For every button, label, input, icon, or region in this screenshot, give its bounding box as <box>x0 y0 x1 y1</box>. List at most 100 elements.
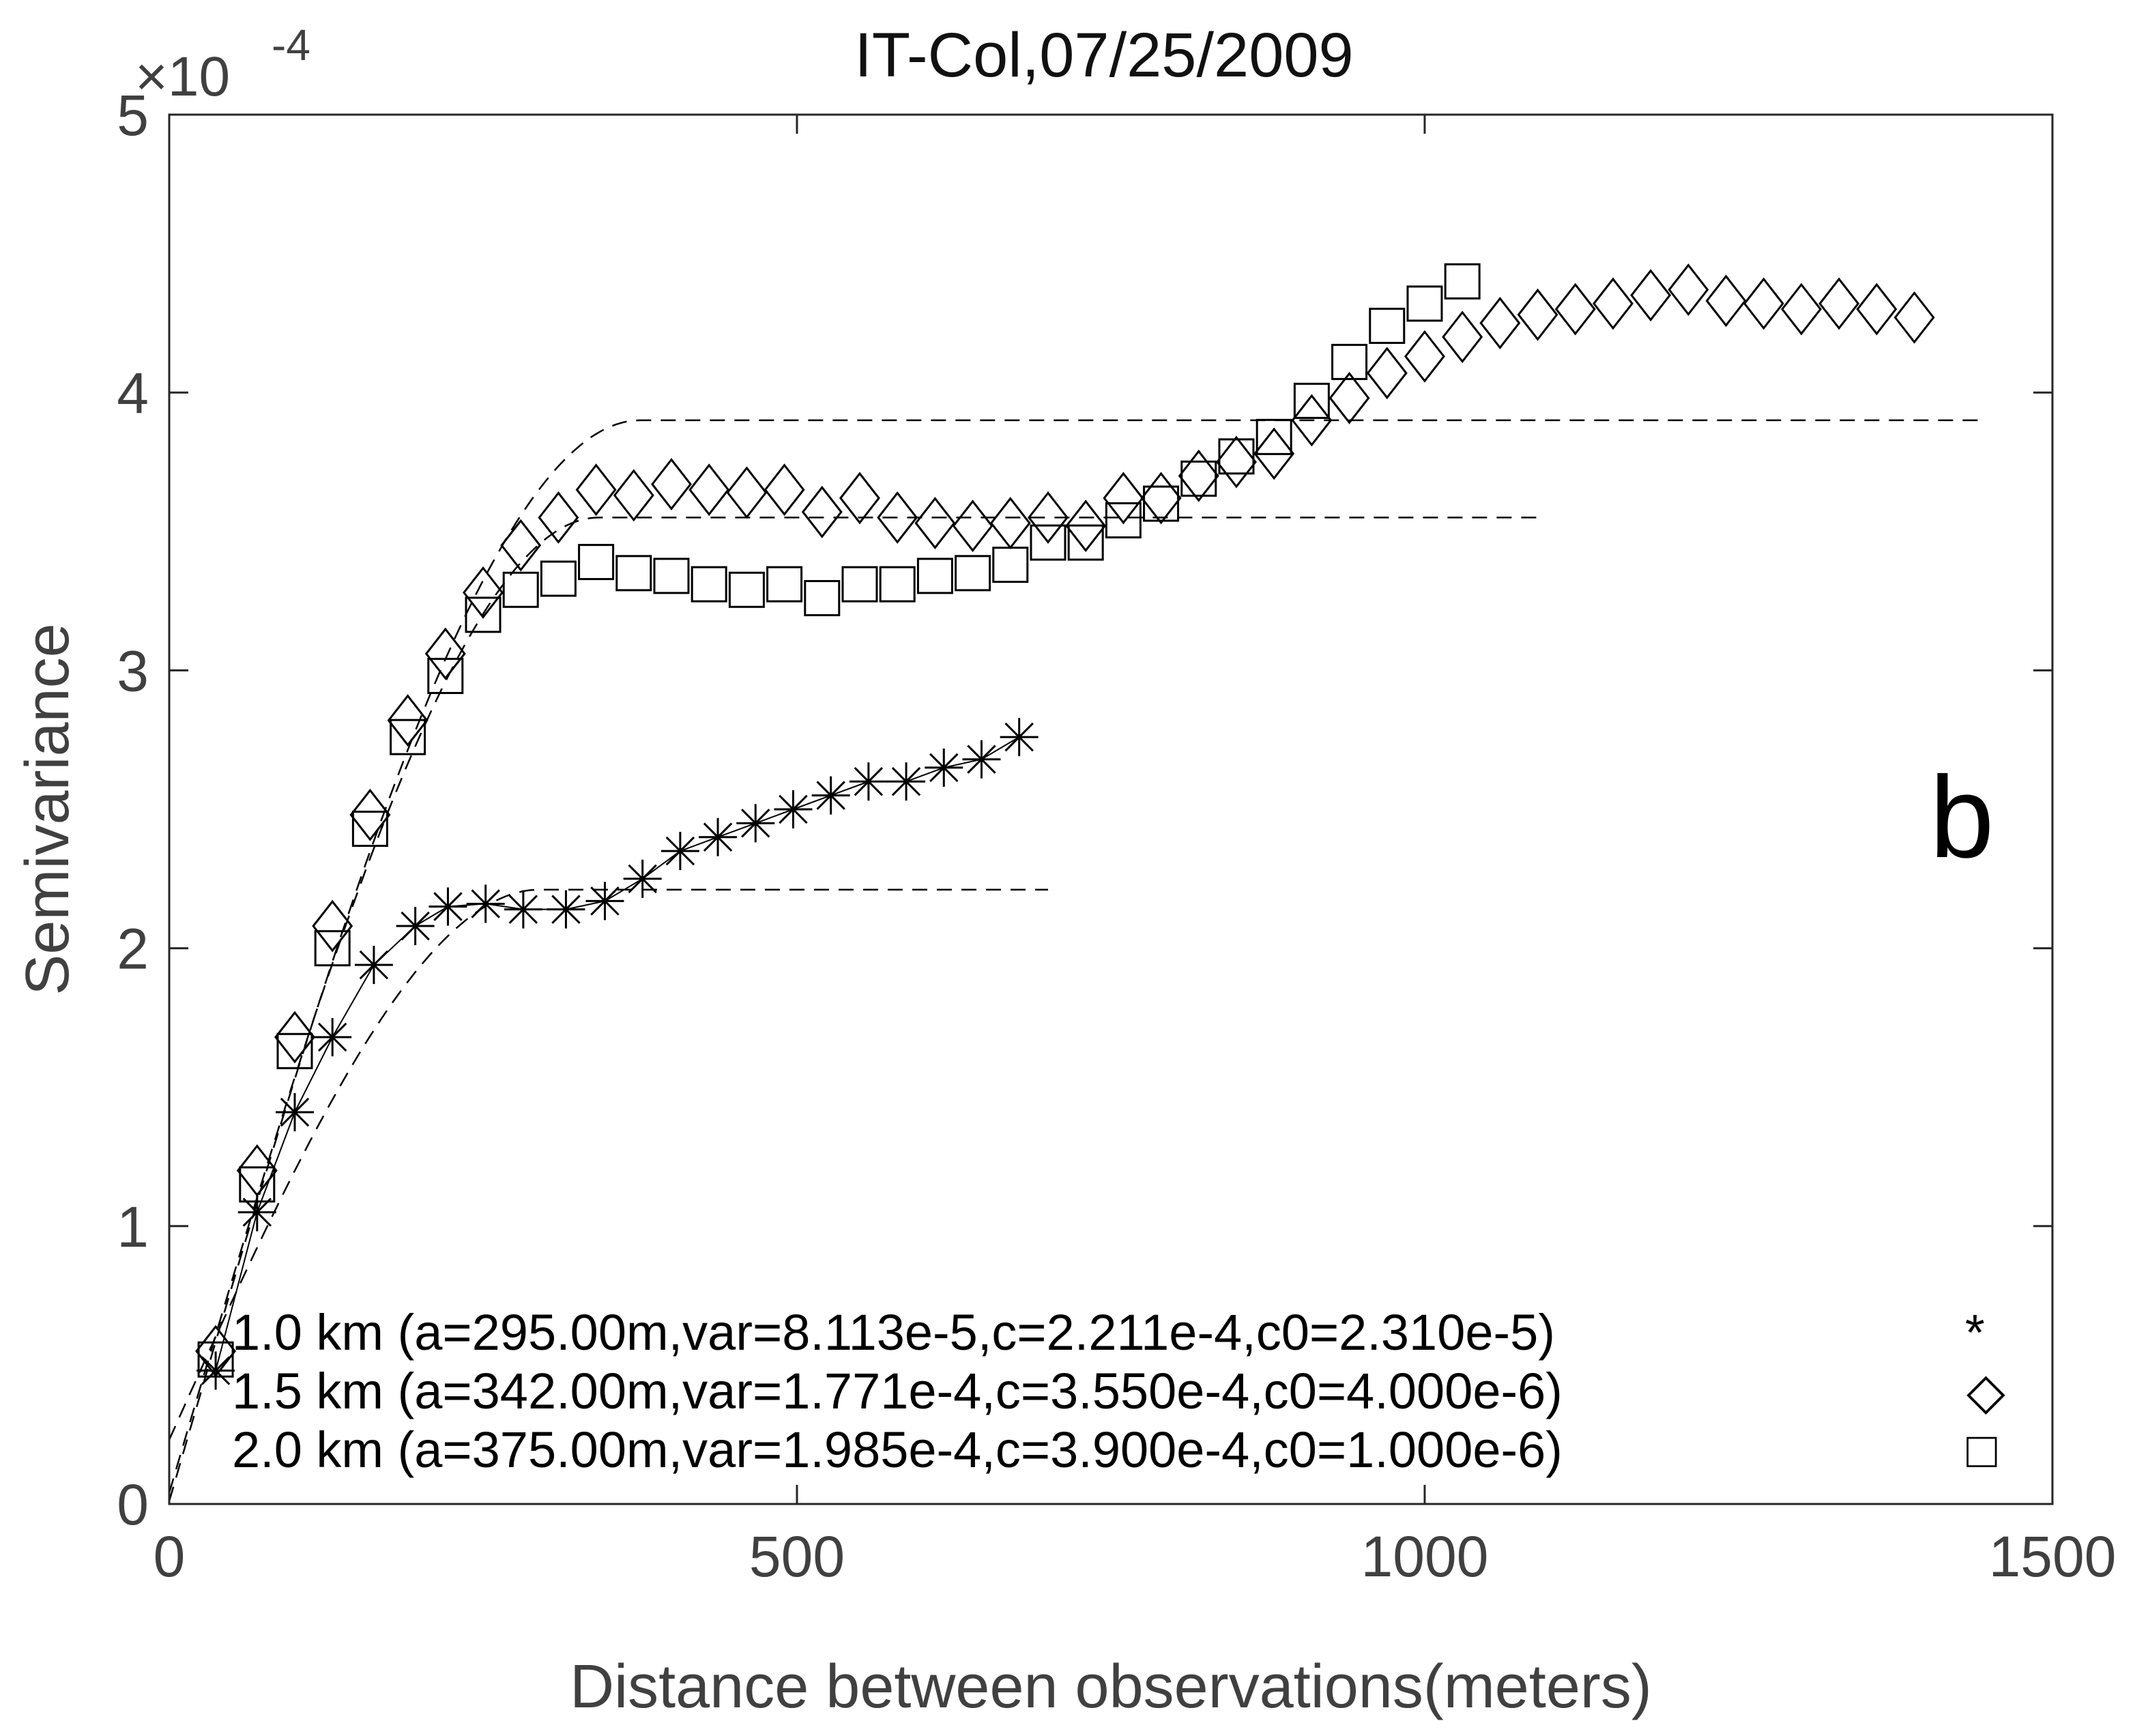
axis-tick-labels: 0 500 1000 1500 0 1 2 3 4 5 <box>117 83 2116 1589</box>
asterisk-stroke <box>508 895 538 924</box>
y-tick-label: 0 <box>117 1473 149 1537</box>
x-tick-label: 0 <box>154 1524 186 1589</box>
y-scale-multiplier: ×10 -4 <box>135 20 310 108</box>
data-point-diamond <box>1291 394 1333 447</box>
data-point-diamond <box>1103 472 1144 525</box>
axis-ticks <box>168 113 2054 1505</box>
asterisk-stroke <box>816 781 845 810</box>
data-point-asterisk <box>962 740 1001 779</box>
y-scale-prefix: ×10 <box>135 46 230 108</box>
asterisk-stroke <box>854 767 884 796</box>
asterisk-stroke <box>891 767 921 796</box>
model-curves <box>168 419 1988 1502</box>
data-point-square <box>239 1166 276 1203</box>
data-point-asterisk <box>197 1351 235 1390</box>
data-point-asterisk <box>276 1093 314 1131</box>
data-point-asterisk <box>466 884 505 923</box>
data-point-square <box>804 580 841 617</box>
asterisk-stroke <box>929 753 959 783</box>
data-point-diamond <box>613 469 654 522</box>
data-point-diamond <box>1554 283 1596 336</box>
x-tick-label: 1500 <box>1989 1524 2117 1589</box>
data-point-diamond <box>914 497 956 550</box>
data-point-diamond <box>1328 371 1370 424</box>
data-point-diamond <box>463 566 504 619</box>
asterisk-stroke <box>551 895 581 924</box>
legend-entry-1km: 1.0 km (a=295.00m,var=8.113e-5,c=2.211e-… <box>232 1304 1555 1361</box>
data-point-diamond <box>1366 347 1408 400</box>
y-scale-exponent: -4 <box>272 20 310 70</box>
data-point-diamond <box>1593 277 1633 330</box>
asterisk-stroke <box>401 911 430 941</box>
data-point-asterisk <box>396 907 435 946</box>
data-point-asterisk <box>736 804 775 843</box>
data-markers <box>195 263 1935 1390</box>
data-point-asterisk <box>623 859 662 898</box>
y-axis-title: Semivariance <box>14 623 82 995</box>
data-point-square <box>314 930 351 967</box>
data-point-diamond <box>1856 283 1898 336</box>
data-point-asterisk <box>887 762 926 801</box>
data-point-asterisk <box>774 790 813 828</box>
data-point-square <box>1331 343 1368 380</box>
legend: 1.0 km (a=295.00m,var=8.113e-5,c=2.211e-… <box>232 1304 2005 1478</box>
data-point-asterisk <box>660 832 699 871</box>
data-point-asterisk <box>313 1017 352 1056</box>
data-point-asterisk <box>354 946 393 985</box>
asterisk-stroke <box>703 822 733 852</box>
asterisk-stroke <box>280 1097 310 1127</box>
data-point-asterisk <box>429 887 467 926</box>
data-point-square <box>1369 307 1406 344</box>
data-point-square <box>879 566 916 603</box>
asterisk-stroke <box>317 1022 347 1052</box>
data-point-diamond <box>424 627 466 680</box>
data-point-diamond <box>1781 283 1822 336</box>
data-point-diamond <box>1818 277 1860 330</box>
y-tick-label: 2 <box>117 917 149 981</box>
data-point-square <box>502 571 539 608</box>
data-point-diamond <box>1216 435 1257 489</box>
asterisk-stroke <box>1004 722 1034 752</box>
x-tick-label: 500 <box>749 1524 845 1589</box>
y-tick-label: 3 <box>117 639 149 703</box>
data-point-diamond <box>1479 296 1521 349</box>
data-point-diamond <box>1630 269 1672 322</box>
data-point-square <box>1030 524 1066 561</box>
plot-area-frame <box>168 113 2054 1505</box>
data-point-asterisk <box>849 762 888 801</box>
data-point-square <box>992 547 1029 583</box>
data-point-diamond <box>1253 427 1295 480</box>
legend-symbol-1-5km: ◇ <box>1966 1363 2005 1419</box>
data-point-diamond <box>839 472 880 525</box>
data-point-asterisk <box>925 748 963 787</box>
data-point-square <box>390 719 426 755</box>
data-point-diamond <box>387 694 429 747</box>
data-point-asterisk <box>699 818 738 856</box>
asterisk-stroke <box>628 864 657 894</box>
asterisk-stroke <box>433 892 463 921</box>
y-tick-label: 1 <box>117 1195 149 1259</box>
data-point-diamond <box>952 500 993 553</box>
asterisk-stroke <box>967 744 996 774</box>
data-point-diamond <box>1028 491 1069 544</box>
asterisk-stroke <box>471 889 500 918</box>
data-point-square <box>691 566 727 603</box>
asterisk-stroke <box>359 950 389 980</box>
chart-title: IT-Col,07/25/2009 <box>854 20 1353 90</box>
data-point-square <box>615 555 652 592</box>
data-point-square <box>197 1341 234 1378</box>
data-point-diamond <box>312 899 353 953</box>
data-point-square <box>1105 502 1142 539</box>
y-tick-label: 5 <box>117 83 149 147</box>
data-point-square <box>1218 438 1255 475</box>
data-point-diamond <box>1517 288 1558 341</box>
data-point-square <box>465 596 502 633</box>
data-point-asterisk <box>811 776 850 815</box>
asterisk-stroke <box>201 1356 231 1385</box>
data-point-diamond <box>1893 291 1935 344</box>
panel-label: b <box>1930 753 1994 882</box>
data-point-square <box>1180 460 1217 497</box>
data-point-diamond <box>726 466 768 519</box>
data-point-asterisk <box>585 882 624 921</box>
